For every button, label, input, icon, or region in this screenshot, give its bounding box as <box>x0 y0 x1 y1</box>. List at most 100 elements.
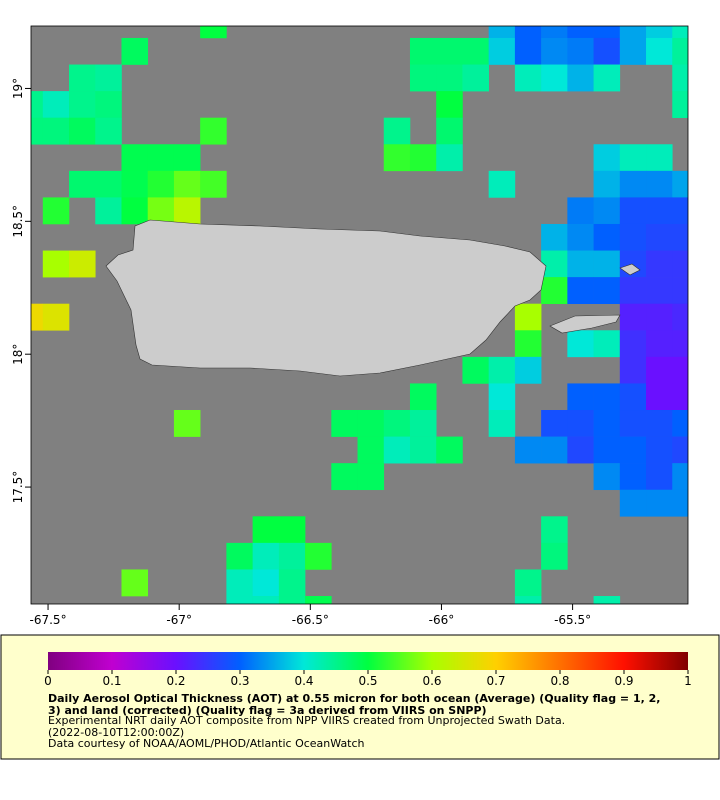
aot-cell <box>672 26 688 39</box>
x-tick-label: -65.5° <box>554 613 591 627</box>
colorbar-tick-label: 0.9 <box>614 674 633 688</box>
y-tick-label: 18° <box>11 344 25 365</box>
aot-cell <box>672 37 688 65</box>
aot-cell <box>646 489 673 517</box>
aot-cell <box>488 170 516 198</box>
colorbar-tick-label: 0.2 <box>166 674 185 688</box>
aot-cell <box>619 37 647 65</box>
x-tick-label: -67° <box>166 613 192 627</box>
aot-cell <box>593 250 621 278</box>
colorbar-tick-label: 0.3 <box>230 674 249 688</box>
aot-cell <box>436 91 463 118</box>
aot-cell <box>305 596 332 604</box>
land <box>105 219 641 377</box>
aot-cell <box>593 26 621 39</box>
aot-cell <box>226 596 253 604</box>
aot-cell <box>226 542 253 570</box>
aot-cell <box>200 117 227 145</box>
aot-cell <box>646 250 673 278</box>
aot-cell <box>672 64 688 92</box>
aot-cell <box>646 170 673 198</box>
aot-cell <box>436 64 463 92</box>
aot-cell <box>672 489 688 517</box>
aot-cell <box>173 144 201 172</box>
colorbar-tick-label: 0.7 <box>486 674 505 688</box>
aot-cell <box>619 26 647 39</box>
y-tick-label: 17.5° <box>11 471 25 504</box>
aot-cell <box>593 277 621 305</box>
aot-cell <box>619 489 647 517</box>
axes: -67.5° -67° -66.5° -66° -65.5° 19° 18.5° 18° 17.… <box>11 78 591 627</box>
aot-cell <box>147 170 175 198</box>
aot-cell <box>593 383 621 411</box>
aot-cell <box>409 383 437 411</box>
aot-cell <box>514 303 542 331</box>
aot-cell <box>619 436 647 464</box>
colorbar-tick-label: 1 <box>684 674 692 688</box>
aot-cell <box>147 197 175 225</box>
aot-cell <box>567 410 594 437</box>
colorbar-tick-label: 0.4 <box>294 674 313 688</box>
aot-cell <box>69 64 96 92</box>
aot-cell <box>31 303 44 331</box>
aot-cell <box>514 356 542 384</box>
y-tick-label: 19° <box>11 78 25 99</box>
aot-cell <box>173 410 201 437</box>
aot-cell <box>514 64 542 92</box>
aot-cell <box>436 144 463 172</box>
aot-cell <box>69 91 96 118</box>
aot-cell <box>672 303 688 331</box>
colorbar-ticks: 0 0.1 0.2 0.3 0.4 0.5 0.6 0.7 0.8 0.9 1 <box>44 670 692 688</box>
aot-cell <box>541 436 568 464</box>
aot-cell <box>278 596 306 604</box>
aot-cell <box>69 117 96 145</box>
aot-cell <box>409 436 437 464</box>
aot-cell <box>541 410 568 437</box>
aot-cell <box>567 26 594 39</box>
aot-cell <box>619 223 647 251</box>
aot-cell <box>646 330 673 358</box>
aot-grid <box>31 26 688 604</box>
aot-cell <box>383 117 411 145</box>
aot-cell <box>409 37 437 65</box>
puerto-rico <box>105 219 547 377</box>
aot-cell <box>121 37 149 65</box>
x-tick-label: -66° <box>429 613 455 627</box>
aot-cell <box>147 144 175 172</box>
aot-cell <box>567 330 594 358</box>
aot-cell <box>488 26 516 39</box>
aot-cell <box>672 356 688 384</box>
aot-cell <box>567 277 594 305</box>
aot-cell <box>514 26 542 39</box>
aot-cell <box>252 569 280 597</box>
aot-cell <box>541 542 568 570</box>
aot-cell <box>672 463 688 491</box>
aot-cell <box>331 463 358 491</box>
aot-cell <box>436 117 463 145</box>
aot-cell <box>646 356 673 384</box>
aot-cell <box>436 37 463 65</box>
aot-cell <box>42 197 70 225</box>
aot-cell <box>541 516 568 544</box>
aot-cell <box>672 410 688 437</box>
aot-cell <box>593 223 621 251</box>
caption-line: (2022-08-10T12:00:00Z) <box>48 725 185 739</box>
map-frame <box>30 25 689 605</box>
aot-cell <box>672 91 688 118</box>
aot-cell <box>252 596 280 604</box>
aot-cell <box>541 26 568 39</box>
aot-cell <box>42 91 70 118</box>
aot-cell <box>567 197 594 225</box>
aot-cell <box>646 197 673 225</box>
aot-cell <box>672 277 688 305</box>
aot-cell <box>567 64 594 92</box>
aot-cell <box>646 37 673 65</box>
aot-cell <box>593 436 621 464</box>
caption-title: Daily Aerosol Optical Thickness (AOT) at… <box>48 692 661 717</box>
aot-cell <box>619 410 647 437</box>
aot-cell <box>672 436 688 464</box>
aot-cell <box>541 223 568 251</box>
aot-cell <box>31 91 44 118</box>
aot-cell <box>619 197 647 225</box>
aot-cell <box>409 144 437 172</box>
